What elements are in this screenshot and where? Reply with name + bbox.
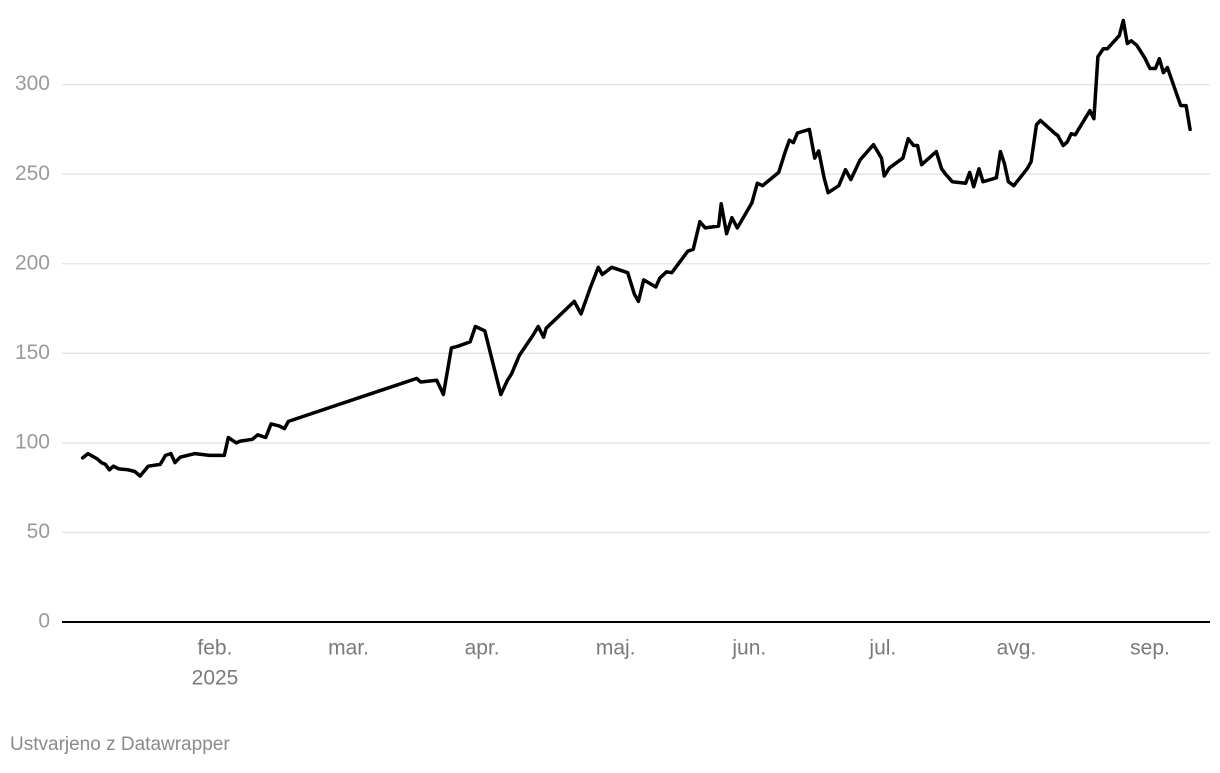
x-tick-label: maj.: [596, 637, 636, 660]
x-tick-label: jun.: [731, 637, 766, 660]
y-tick-label: 300: [15, 72, 50, 95]
y-tick-label: 150: [15, 341, 50, 364]
x-tick-label: avg.: [997, 637, 1037, 660]
credit: Ustvarjeno z Datawrapper: [10, 734, 230, 755]
data-line: [80, 18, 1192, 478]
x-year-label: 2025: [192, 667, 239, 690]
x-tick-label: feb.: [197, 637, 232, 660]
x-tick-label: sep.: [1130, 637, 1170, 660]
x-tick-label: apr.: [465, 637, 500, 660]
y-tick-label: 0: [38, 610, 50, 633]
x-tick-label: mar.: [328, 637, 369, 660]
y-tick-label: 100: [15, 430, 50, 453]
y-tick-label: 200: [15, 251, 50, 274]
x-tick-label: jul.: [868, 637, 896, 660]
y-tick-label: 50: [27, 520, 50, 543]
y-tick-label: 250: [15, 162, 50, 185]
